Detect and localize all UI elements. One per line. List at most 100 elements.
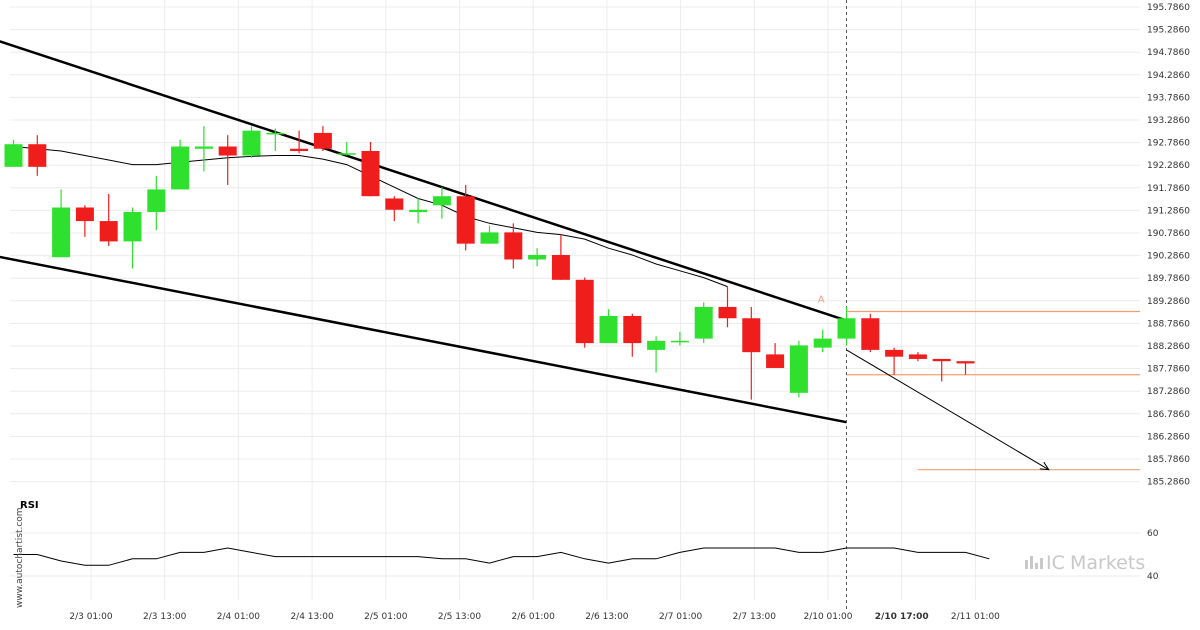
candle — [837, 306, 856, 346]
price-tick-label: 191.2860 — [1147, 206, 1190, 216]
candle-body — [385, 198, 404, 210]
candle — [932, 358, 951, 382]
candle-body — [956, 361, 975, 364]
time-tick-label: 2/7 01:00 — [659, 612, 703, 622]
price-tick-label: 194.7860 — [1147, 48, 1190, 58]
brand-logo: IC Markets — [1025, 552, 1145, 574]
rsi-tick-label: 60 — [1147, 529, 1159, 539]
time-tick-label: 2/10 17:00 — [875, 612, 929, 622]
price-tick-label: 185.7860 — [1147, 455, 1190, 465]
candle-body — [194, 146, 213, 149]
candle — [718, 286, 737, 328]
candle — [480, 225, 499, 244]
candle-body — [456, 196, 475, 244]
price-tick-label: 186.7860 — [1147, 410, 1190, 420]
candle — [194, 126, 213, 172]
price-tick-label: 194.2860 — [1147, 71, 1190, 81]
arrow-head-icon — [1039, 461, 1050, 471]
watermark-text: www.autochartist.com — [15, 507, 25, 608]
candle-body — [647, 340, 666, 350]
candle-body — [480, 232, 499, 244]
price-tick-label: 189.2860 — [1147, 297, 1190, 307]
price-tick-label: 195.2860 — [1147, 26, 1190, 36]
brand-markets: Markets — [1070, 552, 1145, 574]
grid — [10, 0, 1140, 600]
candle — [766, 343, 785, 368]
candle — [861, 313, 880, 353]
candle — [4, 139, 23, 167]
candle-body — [361, 151, 380, 197]
candle-body — [409, 209, 428, 213]
candle — [290, 130, 309, 154]
price-tick-label: 193.2860 — [1147, 116, 1190, 126]
candle-body — [4, 144, 23, 167]
price-tick-label: 188.2860 — [1147, 342, 1190, 352]
candle — [551, 234, 570, 280]
candle — [147, 175, 166, 231]
price-tick-label: 187.2860 — [1147, 387, 1190, 397]
candle-body — [28, 144, 47, 167]
candle-body — [528, 254, 547, 260]
candle-body — [171, 146, 190, 190]
candle-body — [551, 254, 570, 280]
candle — [123, 207, 142, 269]
candle-body — [266, 132, 285, 135]
candle-body — [313, 132, 332, 149]
candle — [385, 196, 404, 222]
candle-body — [75, 207, 94, 222]
candle-body — [599, 315, 618, 344]
rsi-tick-label: 40 — [1147, 572, 1159, 582]
candle — [171, 139, 190, 190]
time-tick-label: 2/7 13:00 — [733, 612, 777, 622]
candle-body — [766, 354, 785, 368]
candle-body — [885, 349, 904, 357]
candle-body — [623, 315, 642, 344]
price-tick-label: 191.7860 — [1147, 184, 1190, 194]
time-tick-label: 2/10 01:00 — [803, 612, 852, 622]
time-tick-label: 2/4 01:00 — [217, 612, 261, 622]
candle — [432, 187, 451, 219]
candle-body — [123, 212, 142, 242]
candle — [218, 135, 237, 185]
price-tick-label: 192.2860 — [1147, 161, 1190, 171]
candle — [885, 347, 904, 375]
candle — [575, 277, 594, 348]
price-tick-label: 189.7860 — [1147, 274, 1190, 284]
candle-body — [575, 279, 594, 344]
price-tick-label: 187.7860 — [1147, 365, 1190, 375]
channel-lines — [0, 40, 847, 424]
candle — [99, 193, 118, 246]
annotations: A — [818, 294, 1050, 471]
candle — [789, 340, 808, 398]
candle-body — [242, 130, 261, 156]
price-tick-label: 195.7860 — [1147, 3, 1190, 13]
candle — [694, 302, 713, 344]
candle — [504, 223, 523, 269]
level-lines — [846, 0, 1140, 612]
candle — [28, 135, 47, 176]
rsi-panel — [13, 547, 990, 566]
candle — [647, 336, 666, 373]
candle-body — [789, 345, 808, 393]
time-tick-label: 2/6 01:00 — [512, 612, 556, 622]
price-tick-label: 190.7860 — [1147, 229, 1190, 239]
price-tick-label: 192.7860 — [1147, 139, 1190, 149]
candle-body — [504, 232, 523, 260]
price-tick-label: 185.2860 — [1147, 478, 1190, 488]
candle-body — [290, 148, 309, 152]
candle-body — [908, 354, 927, 359]
candle — [75, 205, 94, 237]
candle — [266, 128, 285, 152]
candle — [599, 309, 618, 344]
channel-lower-line — [0, 255, 847, 424]
candle — [409, 198, 428, 224]
candle — [456, 184, 475, 251]
candle-body — [718, 306, 737, 319]
time-tick-label: 2/11 01:00 — [951, 612, 1000, 622]
candle-body — [813, 338, 832, 348]
time-tick-label: 2/3 13:00 — [143, 612, 187, 622]
candle-body — [337, 153, 356, 155]
candle — [313, 126, 332, 152]
candle — [670, 331, 689, 346]
